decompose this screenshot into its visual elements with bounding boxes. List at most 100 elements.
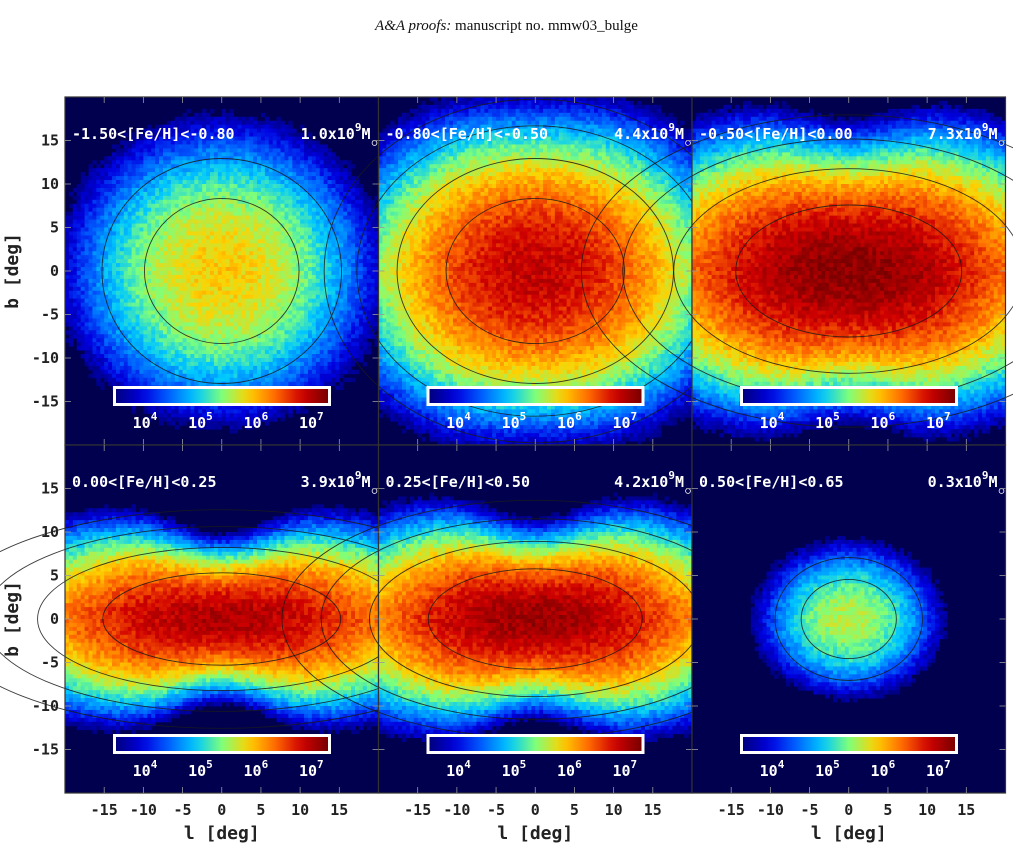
x-tick-label: -10 (443, 801, 470, 819)
colorbar-tick-label: 107 (612, 758, 637, 780)
x-tick-label: 10 (918, 801, 936, 819)
colorbar: 104 105 106 107 (426, 734, 645, 780)
x-tick-label: 15 (644, 801, 662, 819)
density-panel: 104 105 106 107 -0.80<[Fe/H]<-0.50 4.4x109M (323, 96, 747, 446)
colorbar: 104 105 106 107 (113, 386, 331, 432)
x-tick-label: -5 (174, 801, 192, 819)
colorbar: 104 105 106 107 (740, 734, 958, 780)
colorbar-tick-label: 105 (188, 410, 213, 432)
y-tick-label: 10 (41, 175, 59, 193)
panel-ticks (692, 97, 1006, 445)
x-axis-label: l [deg] (184, 823, 260, 844)
density-panel: 104 105 106 107 0.25<[Fe/H]<0.50 4.2x109M (281, 444, 790, 794)
x-tick-label: -5 (487, 801, 505, 819)
x-axis-label: l [deg] (497, 823, 573, 844)
colorbar-tick-label: 106 (871, 410, 896, 432)
colorbar-tick-label: 107 (926, 758, 951, 780)
panel-metallicity-label: 0.25<[Fe/H]<0.50 (386, 473, 531, 491)
y-tick-label: 5 (50, 567, 59, 585)
density-panel: 104 105 106 107 0.50<[Fe/H]<0.65 0.3x109M (691, 444, 1007, 794)
panel-ticks (65, 445, 379, 793)
x-tick-label: -15 (91, 801, 118, 819)
panel-metallicity-label: -0.50<[Fe/H]<0.00 (699, 125, 853, 143)
x-tick-label: 15 (957, 801, 975, 819)
panel-mass-label: 0.3x109M (928, 469, 998, 491)
colorbar-tick-label: 105 (815, 410, 840, 432)
x-tick-label: -10 (757, 801, 784, 819)
colorbar: 104 105 106 107 (113, 734, 331, 780)
y-tick-label: -10 (32, 349, 59, 367)
panel-ticks (692, 445, 1006, 793)
y-tick-label: 15 (41, 480, 59, 498)
y-tick-label: -5 (41, 654, 59, 672)
panel-metallicity-label: -0.80<[Fe/H]<-0.50 (386, 125, 549, 143)
x-tick-label: 5 (256, 801, 265, 819)
x-tick-label: -5 (801, 801, 819, 819)
panel-mass-label: 3.9x109M (301, 469, 371, 491)
heatmap-cells (692, 445, 1006, 793)
y-tick-label: 0 (50, 610, 59, 628)
colorbar-gradient (743, 389, 955, 403)
manuscript-id: manuscript no. mmw03_bulge (455, 18, 638, 34)
x-tick-label: -15 (404, 801, 431, 819)
colorbar-tick-label: 104 (133, 410, 158, 432)
panel-metallicity-label: -1.50<[Fe/H]<-0.80 (72, 125, 235, 143)
colorbar-tick-label: 104 (133, 758, 158, 780)
colorbar-tick-label: 105 (815, 758, 840, 780)
y-axis-label: b [deg] (2, 581, 23, 657)
colorbar-gradient (429, 389, 642, 403)
density-panel: 104 105 106 107 -0.50<[Fe/H]<0.00 7.3x109M (580, 96, 1013, 446)
x-tick-label: 10 (605, 801, 623, 819)
y-tick-label: 5 (50, 219, 59, 237)
journal-name: A&A proofs: (375, 18, 451, 34)
colorbar-tick-label: 105 (502, 410, 527, 432)
colorbar-tick-label: 106 (557, 410, 582, 432)
panel-mass-label: 1.0x109M (301, 121, 371, 143)
density-panel: 104 105 106 107 -1.50<[Fe/H]<-0.80 1.0x109M (64, 96, 380, 446)
panel-metallicity-label: 0.00<[Fe/H]<0.25 (72, 473, 217, 491)
x-tick-label: -10 (130, 801, 157, 819)
panel-ticks (378, 97, 692, 445)
y-tick-label: -5 (41, 306, 59, 324)
colorbar-tick-label: 105 (502, 758, 527, 780)
x-tick-label: 5 (883, 801, 892, 819)
colorbar-tick-label: 104 (446, 758, 471, 780)
colorbar-gradient (429, 737, 642, 751)
y-tick-label: 15 (41, 132, 59, 150)
colorbar-tick-label: 106 (244, 758, 269, 780)
x-tick-label: 5 (570, 801, 579, 819)
colorbar-tick-label: 106 (557, 758, 582, 780)
colorbar-gradient (116, 737, 328, 751)
contour-lines (774, 557, 923, 681)
panel-mass-label: 4.2x109M (614, 469, 684, 491)
y-tick-label: -10 (32, 697, 59, 715)
panel-mass-label: 4.4x109M (614, 121, 684, 143)
colorbar: 104 105 106 107 (740, 386, 958, 432)
colorbar-tick-label: 107 (612, 410, 637, 432)
colorbar-tick-label: 107 (299, 758, 324, 780)
panel-ticks (65, 97, 379, 445)
y-tick-label: 10 (41, 523, 59, 541)
y-tick-label: -15 (32, 393, 59, 411)
x-tick-label: -15 (718, 801, 745, 819)
page-header: A&A proofs: manuscript no. mmw03_bulge (0, 18, 1013, 35)
colorbar-tick-label: 104 (760, 410, 785, 432)
x-tick-label: 15 (330, 801, 348, 819)
y-axis-label: b [deg] (2, 233, 23, 309)
panel-metallicity-label: 0.50<[Fe/H]<0.65 (699, 473, 844, 491)
colorbar-gradient (743, 737, 955, 751)
x-tick-label: 0 (844, 801, 853, 819)
colorbar-tick-label: 107 (926, 410, 951, 432)
colorbar-tick-label: 105 (188, 758, 213, 780)
x-tick-label: 0 (217, 801, 226, 819)
y-tick-label: 0 (50, 262, 59, 280)
colorbar-tick-label: 106 (871, 758, 896, 780)
colorbar: 104 105 106 107 (426, 386, 645, 432)
contour-lines (580, 114, 1013, 428)
colorbar-gradient (116, 389, 328, 403)
contour-lines (101, 158, 343, 384)
x-tick-label: 10 (291, 801, 309, 819)
panel-ticks (378, 445, 692, 793)
